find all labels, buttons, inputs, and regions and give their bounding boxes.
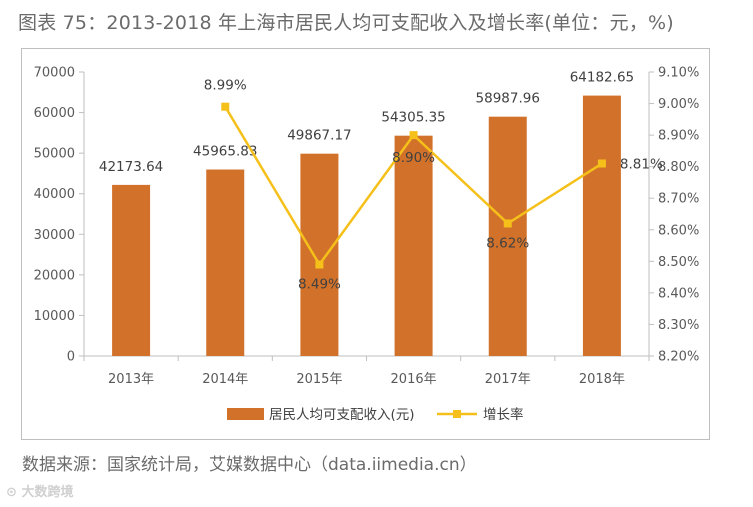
bar (206, 169, 245, 356)
left-tick-label: 10000 (34, 309, 75, 324)
right-tick-label: 8.70% (658, 192, 699, 207)
chart-frame: 0 10000 20000 30000 40000 50000 60000 70000 8.20… (21, 48, 710, 440)
bar (488, 116, 527, 356)
bar (582, 95, 621, 357)
line-series (221, 102, 606, 269)
line-data-labels: 8.99% 8.49% 8.90% 8.62% 8.81% (204, 78, 663, 293)
left-tick-label: 60000 (34, 106, 75, 121)
x-tick-label: 2017年 (485, 372, 531, 387)
line-data-label: 8.49% (298, 276, 341, 292)
bar-data-labels: 42173.64 45965.83 49867.17 54305.35 58987.96… (99, 70, 634, 175)
line-data-label: 8.99% (204, 78, 247, 94)
bar-series (112, 95, 621, 357)
line-marker (315, 260, 324, 269)
line-marker (597, 159, 606, 168)
bar (112, 184, 151, 356)
source-note: 数据来源：国家统计局，艾媒数据中心（data.iimedia.cn） (22, 455, 477, 475)
chart-axes: 0 10000 20000 30000 40000 50000 60000 70000 8.20… (34, 66, 700, 388)
right-tick-label: 8.50% (658, 255, 699, 270)
line-data-label: 8.81% (620, 157, 663, 173)
line-data-label: 8.90% (392, 150, 435, 166)
legend-line-marker (453, 410, 461, 418)
right-tick-label: 8.80% (658, 160, 699, 175)
chart-legend: 居民人均可支配收入(元) 增长率 (227, 406, 524, 423)
x-tick-label: 2014年 (202, 372, 248, 387)
bar-data-label: 58987.96 (476, 91, 540, 107)
right-tick-label: 8.40% (658, 286, 699, 301)
watermark-logo: ⊙ 大数跨境 (6, 481, 73, 500)
right-tick-label: 8.20% (658, 350, 699, 365)
x-tick-label: 2015年 (296, 372, 342, 387)
left-tick-label: 30000 (34, 228, 75, 243)
bar (394, 135, 433, 356)
x-tick-label: 2016年 (391, 372, 437, 387)
watermark-icon: ⊙ (6, 485, 17, 500)
right-tick-label: 8.30% (658, 318, 699, 333)
watermark-text: 大数跨境 (21, 485, 74, 500)
combo-chart: 0 10000 20000 30000 40000 50000 60000 70000 8.20… (34, 66, 700, 424)
left-tick-label: 50000 (34, 147, 75, 162)
left-tick-label: 20000 (34, 268, 75, 283)
bar-data-label: 54305.35 (381, 110, 445, 126)
x-tick-label: 2018年 (579, 372, 625, 387)
legend-bar-label: 居民人均可支配收入(元) (269, 407, 415, 423)
legend-line-label: 增长率 (483, 406, 524, 423)
bar-data-label: 64182.65 (570, 70, 634, 86)
x-tick-label: 2013年 (108, 372, 154, 387)
left-tick-label: 0 (67, 350, 75, 365)
bar-data-label: 49867.17 (287, 128, 351, 144)
right-tick-label: 9.10% (658, 66, 699, 81)
bar-data-label: 45965.83 (193, 144, 257, 160)
left-tick-label: 40000 (34, 187, 75, 202)
line-data-label: 8.62% (486, 235, 529, 251)
figure-title: 图表 75：2013-2018 年上海市居民人均可支配收入及增长率(单位：元，%… (18, 12, 674, 34)
line-marker (221, 102, 230, 111)
line-marker (409, 131, 418, 140)
right-tick-label: 8.90% (658, 129, 699, 144)
right-tick-label: 9.00% (658, 97, 699, 112)
bar (300, 153, 339, 356)
bar-data-label: 42173.64 (99, 159, 163, 175)
left-tick-label: 70000 (34, 66, 75, 81)
right-tick-label: 8.60% (658, 223, 699, 238)
legend-bar-swatch (227, 408, 264, 420)
line-marker (503, 219, 512, 228)
